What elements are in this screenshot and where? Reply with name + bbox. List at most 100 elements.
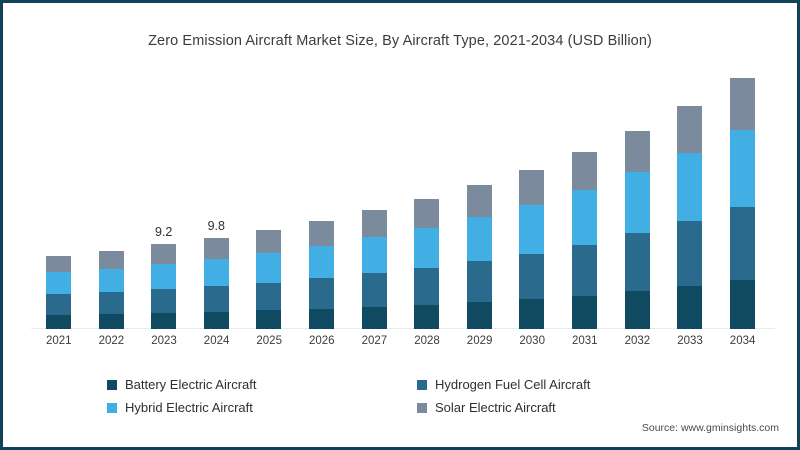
- bar-segment: [729, 279, 755, 329]
- bar-group: [729, 77, 755, 329]
- bar-segment: [203, 259, 229, 287]
- legend-item-label: Hybrid Electric Aircraft: [125, 400, 253, 415]
- chart-legend: Battery Electric Aircraft Hydrogen Fuel C…: [107, 373, 727, 419]
- bar-segment: [729, 77, 755, 130]
- bar-segment: [151, 289, 177, 314]
- bar-segment: [677, 221, 703, 287]
- source-attribution: Source: www.gminsights.com: [641, 422, 779, 434]
- bar-segment: [519, 204, 545, 254]
- bar-segment: [466, 216, 492, 262]
- bar-segment: [519, 253, 545, 300]
- bar-segment: [151, 264, 177, 290]
- stacked-bar[interactable]: [572, 151, 597, 329]
- bar-segment: [361, 210, 387, 238]
- bar-segment: [309, 245, 334, 279]
- legend-item[interactable]: Solar Electric Aircraft: [417, 396, 727, 419]
- x-axis-tick-label: 2023: [151, 335, 177, 347]
- stacked-bar[interactable]: 9.8: [203, 219, 229, 329]
- x-axis-tick-label: 2025: [256, 335, 282, 347]
- bar-segment: [46, 255, 71, 273]
- bar-segment: [414, 267, 440, 305]
- bar-segment: [46, 293, 71, 316]
- legend-swatch-icon: [417, 402, 427, 413]
- stacked-bar[interactable]: [677, 106, 703, 329]
- bar-segment: [46, 272, 71, 294]
- stacked-bar[interactable]: [256, 229, 282, 329]
- bar-segment: [361, 306, 387, 329]
- bar-segment: [466, 261, 492, 303]
- bar-segment: [519, 299, 545, 329]
- bar-segment: [572, 244, 597, 296]
- bar-segment: [624, 233, 650, 291]
- bar-segment: [98, 251, 124, 269]
- stacked-bar[interactable]: [361, 210, 387, 329]
- stacked-bar[interactable]: 9.2: [151, 225, 177, 329]
- legend-item[interactable]: Hybrid Electric Aircraft: [107, 396, 417, 419]
- x-axis-tick-label: 2031: [572, 335, 598, 347]
- bar-segment: [677, 106, 703, 153]
- x-axis-tick-label: 2027: [361, 335, 388, 347]
- bar-segment: [203, 238, 229, 260]
- x-axis-tick-label: 2028: [414, 335, 440, 347]
- bar-group: [98, 251, 124, 329]
- x-axis-tick-label: 2021: [46, 335, 72, 347]
- chart-canvas: Zero Emission Aircraft Market Size, By A…: [3, 3, 797, 447]
- legend-swatch-icon: [417, 379, 427, 390]
- bar-group: [414, 199, 440, 329]
- bar-group: [361, 210, 387, 329]
- bar-segment: [309, 308, 334, 329]
- bar-segment: [361, 273, 387, 307]
- bar-segment: [466, 302, 492, 329]
- bar-segment: [151, 313, 177, 329]
- bar-segment: [572, 151, 597, 190]
- bar-segment: [256, 252, 282, 283]
- legend-swatch-icon: [107, 402, 117, 413]
- legend-item[interactable]: Battery Electric Aircraft: [107, 373, 417, 396]
- bar-segment: [256, 310, 282, 329]
- x-axis-tick-label: 2024: [203, 335, 230, 347]
- x-axis-tick-label: 2034: [729, 335, 756, 347]
- stacked-bar[interactable]: [309, 220, 334, 329]
- stacked-bar[interactable]: [98, 251, 124, 329]
- page-title: Zero Emission Aircraft Market Size, By A…: [148, 33, 652, 49]
- bar-segment: [729, 129, 755, 207]
- stacked-bar[interactable]: [414, 199, 440, 329]
- x-axis-tick-label: 2033: [677, 335, 703, 347]
- legend-item-label: Hydrogen Fuel Cell Aircraft: [435, 377, 591, 392]
- bar-segment: [677, 152, 703, 222]
- legend-item[interactable]: Hydrogen Fuel Cell Aircraft: [417, 373, 727, 396]
- bar-segment: [624, 130, 650, 173]
- stacked-bar[interactable]: [519, 170, 545, 329]
- legend-item-label: Solar Electric Aircraft: [435, 400, 556, 415]
- legend-item-label: Battery Electric Aircraft: [125, 377, 257, 392]
- bar-segment: [151, 243, 177, 265]
- bar-segment: [203, 312, 229, 329]
- bar-value-label: 9.8: [207, 219, 225, 234]
- bar-segment: [414, 227, 440, 268]
- bar-segment: [46, 315, 71, 329]
- bar-segment: [466, 185, 492, 217]
- bar-segment: [309, 220, 334, 246]
- x-axis-tick-label: 2029: [466, 335, 493, 347]
- x-axis-tick-label: 2030: [519, 335, 545, 347]
- x-axis-tick-label: 2032: [624, 335, 651, 347]
- bar-segment: [519, 170, 545, 205]
- bar-group: [572, 151, 597, 329]
- stacked-bar[interactable]: [729, 77, 755, 329]
- x-axis: 2021 2022 2023 2024 2025 2026 2027 2028 2029 2030…: [31, 335, 775, 353]
- bar-segment: [361, 237, 387, 274]
- bar-segment: [729, 206, 755, 280]
- bar-segment: [624, 172, 650, 234]
- bar-group: [519, 170, 545, 329]
- bar-segment: [572, 295, 597, 329]
- stacked-bar[interactable]: [624, 130, 650, 329]
- bar-segment: [256, 229, 282, 253]
- stacked-bar[interactable]: [466, 185, 492, 329]
- bar-group: [624, 130, 650, 329]
- bar-segment: [414, 304, 440, 329]
- stacked-bar[interactable]: [46, 255, 71, 329]
- bar-segment: [624, 290, 650, 329]
- bar-group: [677, 106, 703, 329]
- bar-group: [309, 220, 334, 329]
